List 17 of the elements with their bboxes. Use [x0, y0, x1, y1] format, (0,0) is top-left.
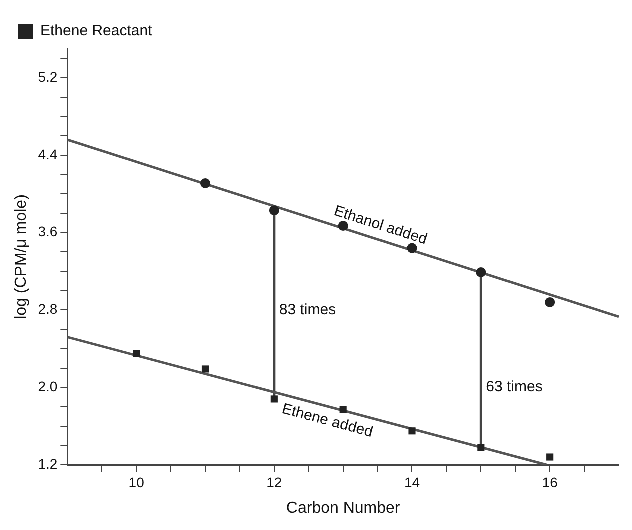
annotation: 83 times [279, 301, 336, 318]
legend-label: Ethene Reactant [40, 22, 154, 40]
y-tick-label: 1.2 [38, 456, 58, 472]
annotation: Ethene added [280, 400, 375, 441]
x-tick-label: 14 [404, 474, 420, 490]
x-tick-label: 16 [542, 474, 558, 490]
y-tick-label: 3.6 [38, 224, 58, 240]
y-tick-label: 2.8 [38, 301, 58, 318]
x-tick-label: 12 [266, 474, 282, 490]
annotation: 63 times [486, 378, 543, 396]
y-tick-label: 5.2 [38, 68, 58, 85]
x-axis-title: Carbon Number [286, 500, 401, 517]
x-tick-label: 10 [128, 474, 145, 490]
annotation: Ethanol added [332, 202, 430, 248]
y-tick-label: 4.4 [38, 146, 58, 162]
y-axis-title: log (CPM/μ mole) [13, 194, 30, 320]
y-tick-label: 2.0 [38, 378, 58, 394]
